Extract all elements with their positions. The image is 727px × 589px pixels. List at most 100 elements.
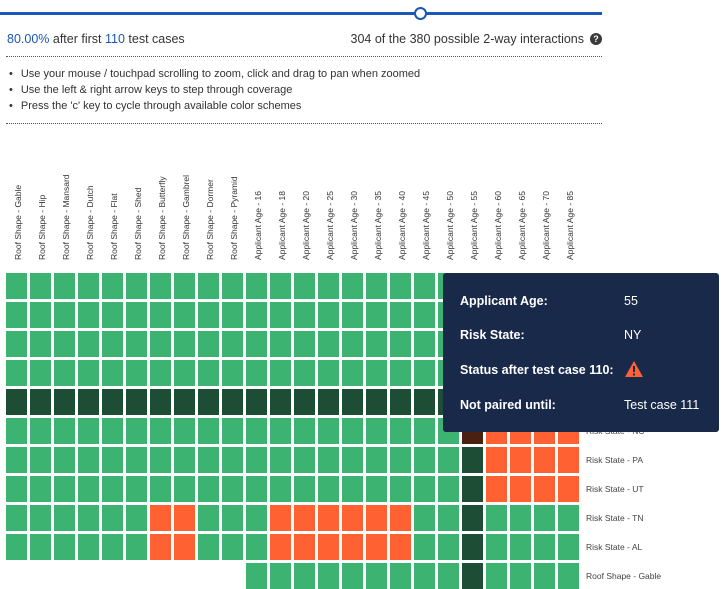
- matrix-cell[interactable]: [294, 389, 315, 415]
- matrix-cell[interactable]: [54, 389, 75, 415]
- matrix-cell[interactable]: [294, 447, 315, 473]
- matrix-cell[interactable]: [126, 418, 147, 444]
- matrix-cell[interactable]: [270, 447, 291, 473]
- matrix-cell[interactable]: [6, 505, 27, 531]
- matrix-cell[interactable]: [6, 476, 27, 502]
- matrix-cell[interactable]: [126, 389, 147, 415]
- matrix-cell[interactable]: [150, 476, 171, 502]
- matrix-cell[interactable]: [6, 534, 27, 560]
- matrix-cell[interactable]: [246, 302, 267, 328]
- matrix-cell[interactable]: [6, 418, 27, 444]
- matrix-cell[interactable]: [78, 534, 99, 560]
- matrix-cell[interactable]: [318, 476, 339, 502]
- matrix-cell[interactable]: [438, 534, 459, 560]
- matrix-cell[interactable]: [30, 505, 51, 531]
- matrix-cell[interactable]: [174, 331, 195, 357]
- matrix-cell[interactable]: [6, 331, 27, 357]
- matrix-cell[interactable]: [150, 418, 171, 444]
- matrix-cell[interactable]: [438, 476, 459, 502]
- matrix-cell[interactable]: [6, 447, 27, 473]
- matrix-cell[interactable]: [78, 418, 99, 444]
- matrix-cell[interactable]: [414, 476, 435, 502]
- matrix-cell[interactable]: [414, 360, 435, 386]
- matrix-cell[interactable]: [198, 331, 219, 357]
- matrix-cell[interactable]: [342, 563, 363, 589]
- matrix-cell[interactable]: [102, 273, 123, 299]
- matrix-cell[interactable]: [222, 273, 243, 299]
- matrix-cell[interactable]: [126, 273, 147, 299]
- matrix-cell[interactable]: [390, 447, 411, 473]
- matrix-cell[interactable]: [54, 534, 75, 560]
- matrix-cell[interactable]: [270, 418, 291, 444]
- matrix-cell[interactable]: [102, 331, 123, 357]
- matrix-cell[interactable]: [390, 476, 411, 502]
- matrix-cell[interactable]: [366, 418, 387, 444]
- matrix-cell[interactable]: [198, 505, 219, 531]
- matrix-cell[interactable]: [486, 534, 507, 560]
- matrix-cell[interactable]: [174, 273, 195, 299]
- matrix-cell[interactable]: [534, 476, 555, 502]
- matrix-cell[interactable]: [390, 418, 411, 444]
- matrix-cell[interactable]: [174, 418, 195, 444]
- matrix-cell[interactable]: [366, 476, 387, 502]
- matrix-cell[interactable]: [438, 505, 459, 531]
- matrix-cell[interactable]: [414, 302, 435, 328]
- matrix-cell[interactable]: [78, 476, 99, 502]
- matrix-cell[interactable]: [30, 447, 51, 473]
- matrix-cell[interactable]: [78, 302, 99, 328]
- matrix-cell[interactable]: [246, 534, 267, 560]
- matrix-cell[interactable]: [102, 418, 123, 444]
- matrix-cell[interactable]: [462, 563, 483, 589]
- matrix-cell[interactable]: [318, 447, 339, 473]
- matrix-cell[interactable]: [294, 534, 315, 560]
- matrix-cell[interactable]: [534, 505, 555, 531]
- matrix-cell[interactable]: [510, 476, 531, 502]
- matrix-cell[interactable]: [54, 447, 75, 473]
- matrix-cell[interactable]: [366, 331, 387, 357]
- matrix-cell[interactable]: [126, 302, 147, 328]
- matrix-cell[interactable]: [198, 534, 219, 560]
- matrix-cell[interactable]: [318, 331, 339, 357]
- matrix-cell[interactable]: [462, 534, 483, 560]
- matrix-cell[interactable]: [78, 505, 99, 531]
- matrix-cell[interactable]: [78, 273, 99, 299]
- matrix-cell[interactable]: [222, 534, 243, 560]
- matrix-cell[interactable]: [270, 389, 291, 415]
- matrix-cell[interactable]: [342, 302, 363, 328]
- matrix-cell[interactable]: [366, 360, 387, 386]
- matrix-cell[interactable]: [6, 273, 27, 299]
- matrix-cell[interactable]: [438, 447, 459, 473]
- matrix-cell[interactable]: [390, 389, 411, 415]
- matrix-cell[interactable]: [30, 331, 51, 357]
- matrix-cell[interactable]: [366, 534, 387, 560]
- matrix-cell[interactable]: [294, 302, 315, 328]
- matrix-cell[interactable]: [342, 534, 363, 560]
- matrix-cell[interactable]: [126, 534, 147, 560]
- matrix-cell[interactable]: [246, 331, 267, 357]
- matrix-cell[interactable]: [78, 331, 99, 357]
- matrix-cell[interactable]: [366, 302, 387, 328]
- matrix-cell[interactable]: [294, 505, 315, 531]
- matrix-cell[interactable]: [198, 418, 219, 444]
- matrix-cell[interactable]: [270, 360, 291, 386]
- matrix-cell[interactable]: [6, 302, 27, 328]
- matrix-cell[interactable]: [54, 273, 75, 299]
- matrix-cell[interactable]: [126, 360, 147, 386]
- matrix-cell[interactable]: [198, 273, 219, 299]
- matrix-cell[interactable]: [366, 505, 387, 531]
- matrix-cell[interactable]: [222, 418, 243, 444]
- matrix-cell[interactable]: [126, 476, 147, 502]
- matrix-cell[interactable]: [558, 534, 579, 560]
- matrix-cell[interactable]: [198, 360, 219, 386]
- matrix-cell[interactable]: [414, 447, 435, 473]
- matrix-cell[interactable]: [270, 273, 291, 299]
- matrix-cell[interactable]: [486, 447, 507, 473]
- matrix-cell[interactable]: [342, 476, 363, 502]
- matrix-cell[interactable]: [78, 389, 99, 415]
- matrix-cell[interactable]: [78, 360, 99, 386]
- matrix-cell[interactable]: [414, 389, 435, 415]
- matrix-cell[interactable]: [102, 360, 123, 386]
- matrix-cell[interactable]: [534, 447, 555, 473]
- matrix-cell[interactable]: [270, 302, 291, 328]
- matrix-cell[interactable]: [558, 505, 579, 531]
